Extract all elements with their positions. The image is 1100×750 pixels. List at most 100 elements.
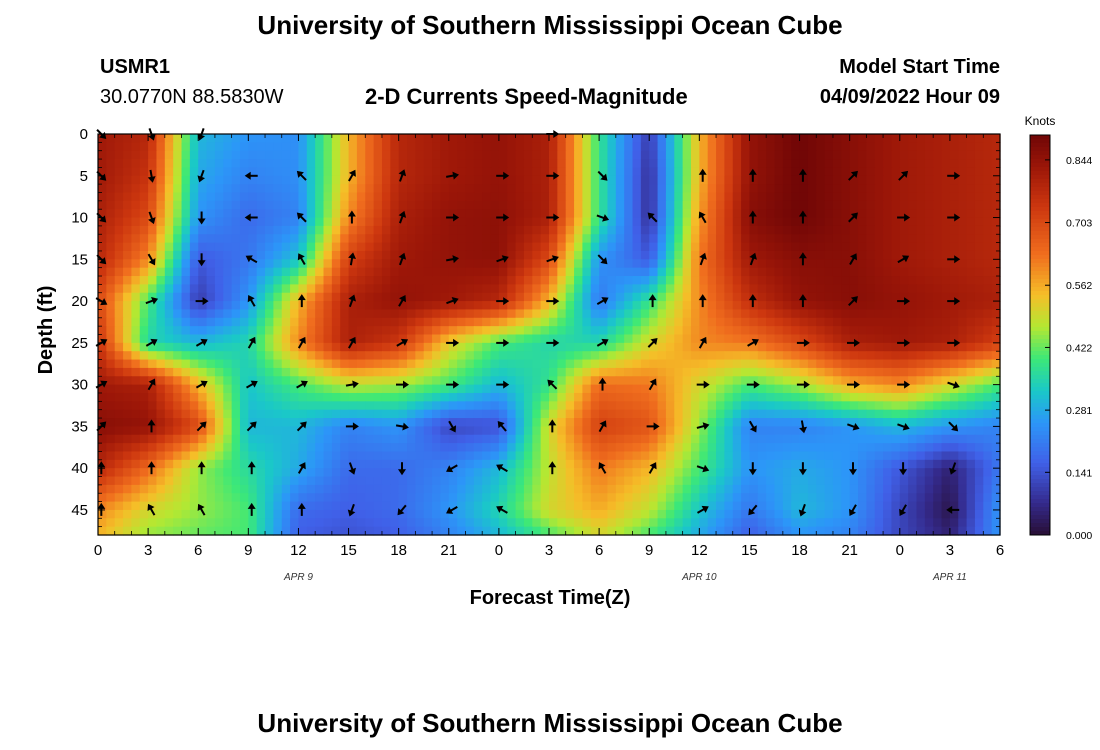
heatmap-cell — [782, 359, 792, 369]
heatmap-cell — [807, 259, 817, 269]
heatmap-cell — [549, 334, 558, 344]
heatmap-cell — [657, 150, 667, 160]
heatmap-cell — [173, 401, 183, 411]
heatmap-cell — [490, 317, 500, 327]
heatmap-cell — [607, 317, 617, 327]
heatmap-cell — [423, 234, 433, 244]
heatmap-cell — [824, 159, 834, 169]
heatmap-cell — [916, 267, 926, 277]
heatmap-cell — [223, 267, 233, 277]
heatmap-cell — [340, 509, 350, 519]
heatmap-cell — [565, 443, 575, 453]
heatmap-cell — [832, 443, 842, 453]
heatmap-cell — [340, 426, 350, 436]
heatmap-cell — [173, 468, 183, 478]
heatmap-cell — [866, 276, 876, 285]
heatmap-cell — [958, 409, 968, 419]
heatmap-cell — [340, 326, 350, 336]
heatmap-cell — [849, 242, 859, 252]
heatmap-cell — [440, 234, 450, 244]
heatmap-cell — [941, 150, 951, 160]
heatmap-cell — [707, 192, 717, 202]
heatmap-cell — [574, 451, 584, 461]
heatmap-cell — [390, 225, 400, 235]
heatmap-cell — [156, 292, 166, 302]
heatmap-cell — [281, 250, 291, 260]
heatmap-cell — [407, 276, 416, 285]
heatmap-cell — [757, 459, 767, 469]
heatmap-cell — [632, 376, 642, 386]
heatmap-cell — [114, 443, 124, 453]
heatmap-cell — [123, 518, 133, 528]
heatmap-cell — [123, 267, 133, 277]
heatmap-cell — [624, 276, 634, 285]
heatmap-cell — [106, 518, 116, 528]
heatmap-cell — [106, 451, 116, 461]
heatmap-cell — [340, 484, 350, 494]
heatmap-cell — [841, 134, 851, 143]
heatmap-cell — [690, 242, 700, 252]
heatmap-cell — [757, 409, 767, 419]
heatmap-cell — [707, 134, 717, 143]
heatmap-cell — [306, 351, 316, 361]
heatmap-cell — [239, 509, 249, 519]
heatmap-cell — [106, 493, 116, 503]
heatmap-cell — [214, 225, 224, 235]
heatmap-cell — [991, 209, 1001, 219]
heatmap-cell — [490, 392, 500, 402]
heatmap-cell — [123, 409, 133, 419]
heatmap-cell — [331, 150, 341, 160]
heatmap-cell — [532, 209, 542, 219]
heatmap-cell — [231, 434, 241, 444]
heatmap-cell — [415, 476, 425, 486]
heatmap-cell — [281, 501, 291, 511]
heatmap-cell — [966, 418, 976, 427]
heatmap-cell — [874, 209, 884, 219]
heatmap-cell — [924, 476, 934, 486]
heatmap-cell — [958, 309, 968, 319]
heatmap-cell — [156, 484, 166, 494]
heatmap-cell — [390, 317, 400, 327]
heatmap-cell — [298, 434, 308, 444]
heatmap-cell — [457, 493, 467, 503]
heatmap-cell — [265, 509, 274, 519]
heatmap-cell — [315, 418, 325, 427]
heatmap-cell — [198, 134, 208, 143]
heatmap-cell — [223, 342, 233, 352]
heatmap-cell — [624, 150, 634, 160]
heatmap-cell — [858, 418, 867, 427]
heatmap-cell — [423, 443, 433, 453]
heatmap-cell — [281, 409, 291, 419]
heatmap-cell — [356, 301, 366, 311]
heatmap-cell — [557, 200, 567, 210]
heatmap-cell — [699, 418, 709, 427]
heatmap-cell — [674, 225, 684, 235]
heatmap-cell — [991, 476, 1001, 486]
heatmap-cell — [398, 434, 408, 444]
heatmap-cell — [974, 317, 984, 327]
heatmap-cell — [599, 351, 609, 361]
heatmap-cell — [498, 409, 508, 419]
heatmap-cell — [106, 476, 116, 486]
heatmap-cell — [749, 217, 759, 227]
heatmap-cell — [365, 351, 375, 361]
heatmap-cell — [807, 459, 817, 469]
heatmap-cell — [782, 259, 792, 269]
heatmap-cell — [323, 217, 333, 227]
heatmap-cell — [766, 392, 776, 402]
heatmap-cell — [832, 234, 842, 244]
heatmap-cell — [432, 184, 442, 194]
heatmap-cell — [214, 376, 224, 386]
heatmap-cell — [265, 209, 274, 219]
heatmap-cell — [181, 150, 191, 160]
heatmap-cell — [716, 276, 725, 285]
heatmap-cell — [306, 217, 316, 227]
heatmap-cell — [139, 284, 149, 294]
heatmap-cell — [674, 342, 684, 352]
heatmap-cell — [323, 451, 333, 461]
heatmap-cell — [983, 317, 993, 327]
heatmap-cell — [123, 175, 133, 185]
heatmap-cell — [574, 443, 584, 453]
heatmap-cell — [390, 150, 400, 160]
heatmap-cell — [290, 217, 300, 227]
